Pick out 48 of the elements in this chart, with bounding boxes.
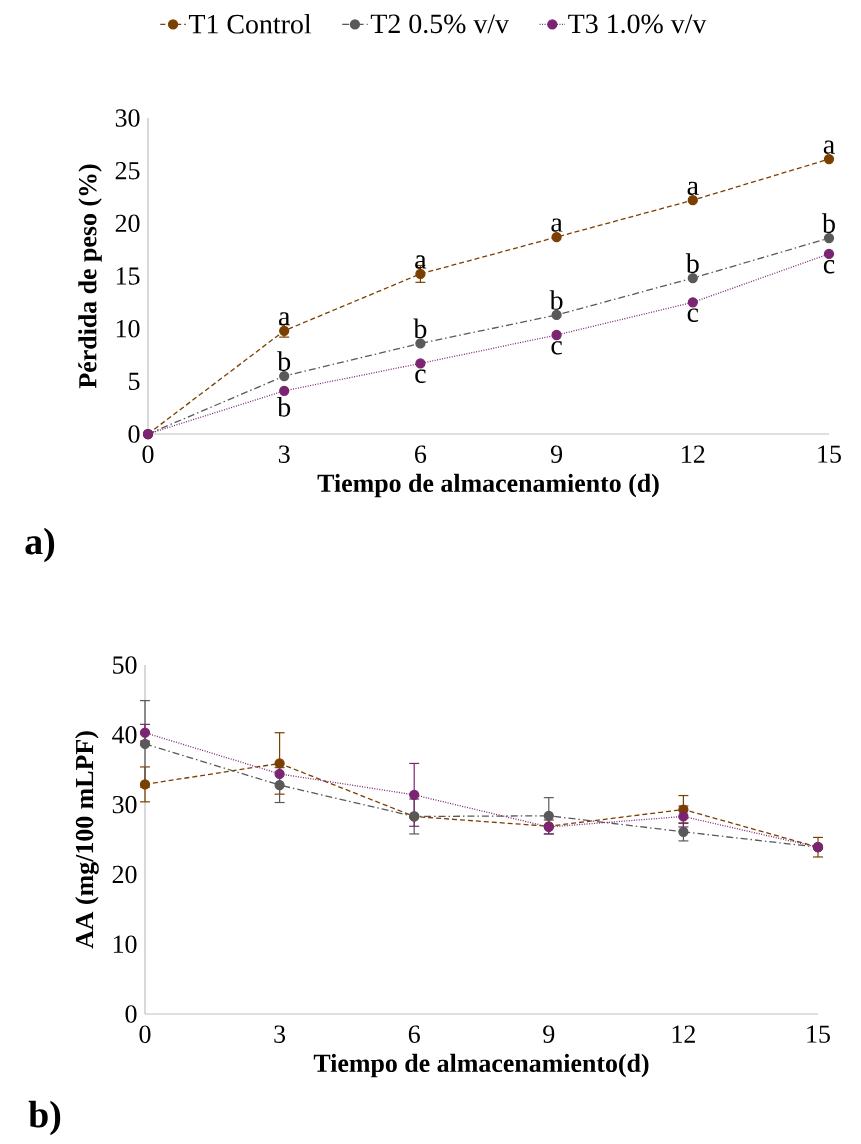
annotation: a (687, 181, 699, 195)
x-tick-label: 3 (274, 1025, 286, 1043)
x-tick-label: 6 (408, 1025, 420, 1043)
y-axis-title: AA (mg/100 mLPF) (75, 731, 99, 949)
x-tick-label: 0 (139, 1025, 151, 1043)
annotation: b (822, 213, 835, 233)
annotation: b (685, 253, 699, 273)
annotation: b (277, 397, 291, 417)
y-tick-label: 40 (112, 726, 137, 744)
x-tick-label: 9 (543, 1025, 555, 1043)
y-axis-title: Pérdida de peso (%) (78, 164, 102, 389)
y-tick-label: 0 (128, 425, 140, 443)
legend-label: T2 0.5% v/v (370, 14, 510, 34)
x-tick-label: 12 (672, 1025, 695, 1043)
x-tick-label: 9 (550, 445, 563, 463)
annotation: c (551, 341, 562, 355)
y-tick-label: 25 (115, 161, 140, 180)
annotation: a (278, 312, 291, 326)
annotation: b (549, 290, 563, 310)
legend-label: T3 1.0% v/v (568, 14, 707, 34)
legend-label: T1 Control (188, 13, 312, 34)
x-axis-title: Tiempo de almacenamiento (d) (317, 473, 659, 498)
y-tick-label: 10 (116, 319, 140, 338)
y-tick-label: 10 (113, 935, 137, 953)
x-tick-label: 3 (278, 445, 290, 463)
x-tick-label: 0 (142, 445, 154, 463)
text: b) (28, 1100, 61, 1136)
y-tick-label: 0 (125, 1005, 137, 1023)
annotation: b (413, 318, 427, 339)
x-axis-title: Tiempo de almacenamiento(d) (313, 1053, 649, 1078)
y-tick-label: 20 (112, 865, 137, 884)
annotation: b (277, 351, 291, 371)
x-tick-label: 6 (415, 445, 427, 463)
y-tick-label: 15 (116, 267, 140, 285)
x-tick-label: 12 (682, 445, 705, 463)
x-tick-label: 15 (818, 445, 841, 463)
y-tick-label: 20 (115, 214, 140, 233)
annotation: c (687, 308, 699, 322)
text: a) (25, 527, 55, 563)
y-tick-label: 30 (115, 109, 140, 127)
annotation: c (823, 260, 835, 274)
annotation: a (823, 140, 835, 154)
y-tick-label: 50 (113, 656, 137, 674)
y-tick-label: 30 (112, 795, 137, 814)
annotation: c (415, 369, 426, 384)
annotation: a (551, 218, 563, 232)
x-tick-label: 15 (807, 1025, 830, 1043)
y-tick-label: 5 (129, 372, 140, 390)
